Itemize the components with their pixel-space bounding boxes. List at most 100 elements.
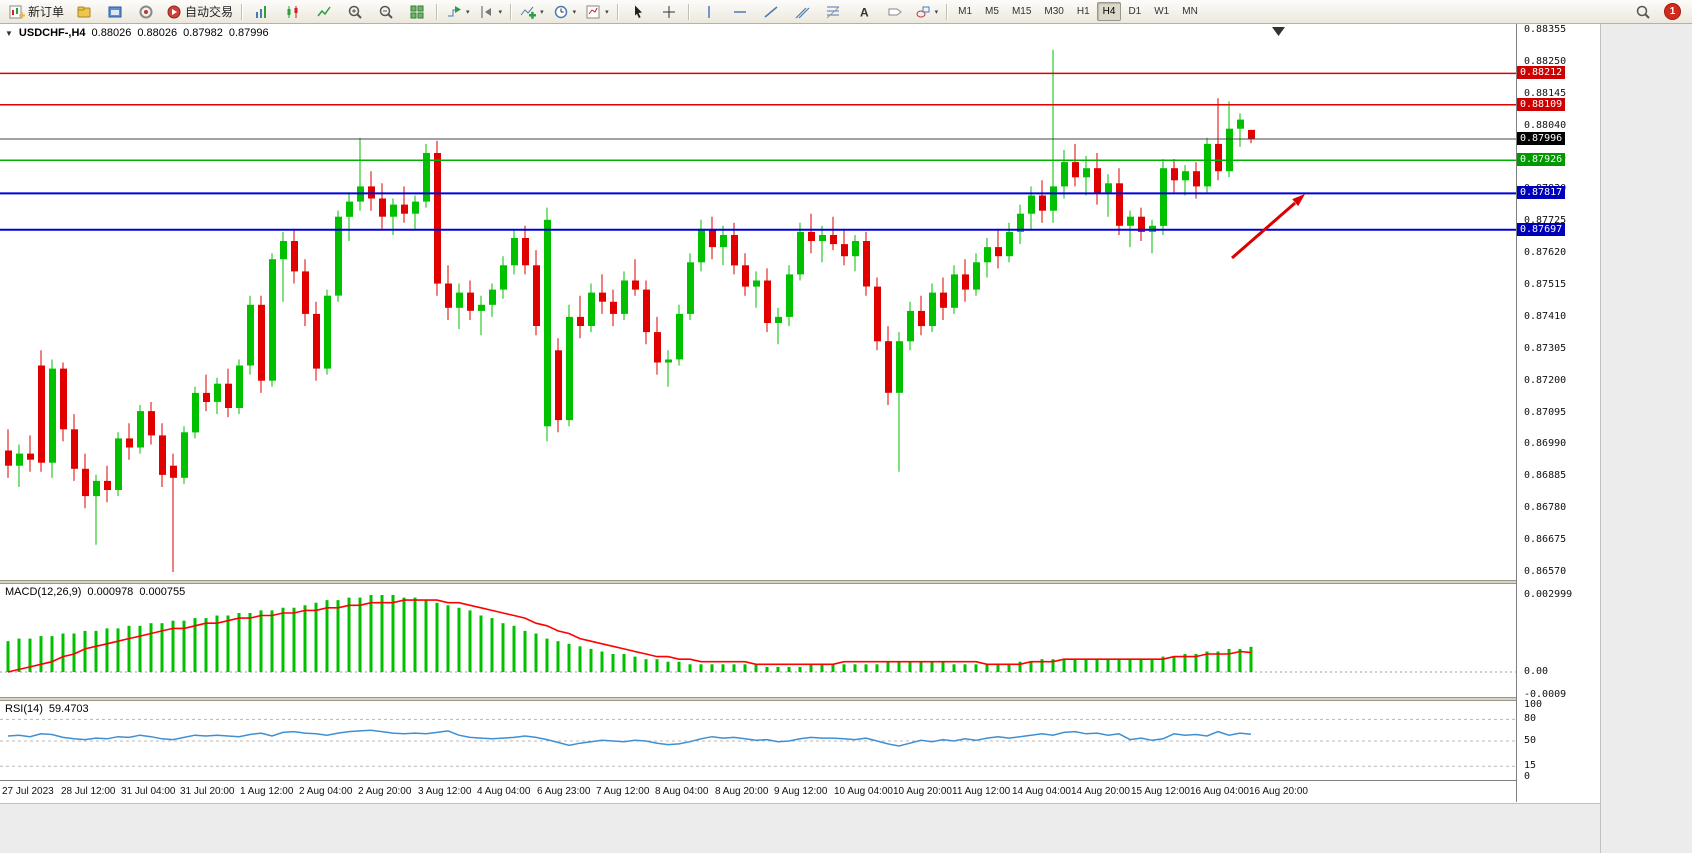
price-tag: 0.87817 [1517, 186, 1566, 199]
candle-body [951, 274, 958, 308]
candle-body [1204, 143, 1211, 187]
crosshair-tool-button[interactable] [654, 1, 684, 23]
profiles-icon [77, 6, 91, 17]
rsi-scale-label: 15 [1524, 760, 1537, 771]
template-icon [586, 5, 600, 18]
candle-body [324, 295, 331, 369]
price-scale-label: 0.86780 [1524, 502, 1567, 513]
search-button[interactable] [1628, 1, 1658, 23]
macd-chart-canvas[interactable] [0, 584, 1516, 697]
tile-windows-button[interactable] [402, 1, 432, 23]
timeframe-h1[interactable]: H1 [1076, 6, 1090, 17]
indicators-button[interactable]: ▾ [516, 1, 548, 23]
auto-scroll-button[interactable]: ▾ [442, 1, 474, 23]
toolbar-separator [946, 3, 949, 20]
periods-button[interactable]: ▾ [549, 1, 581, 23]
timeframe-h4[interactable]: H4 [1096, 2, 1122, 21]
vertical-line-tool-button[interactable] [694, 1, 724, 23]
time-axis[interactable]: 27 Jul 2023 28 Jul 12:00 31 Jul 04:00 31 Ju… [0, 780, 1600, 803]
profiles-button[interactable] [69, 1, 99, 23]
time-label: 28 Jul 12:00 [61, 786, 116, 797]
line-chart-button[interactable] [309, 1, 339, 23]
cursor-icon [634, 5, 642, 18]
candle-body [236, 365, 243, 408]
candle-body [742, 265, 749, 287]
trend-arrow-head[interactable] [1292, 194, 1305, 207]
trendline-tool-button[interactable] [756, 1, 786, 23]
toolbar-separator [687, 3, 690, 20]
pane-separator[interactable] [0, 697, 1600, 701]
time-label: 8 Aug 04:00 [655, 786, 709, 797]
horizontal-line-tool-button[interactable] [725, 1, 755, 23]
chart-shift-button[interactable]: ▾ [475, 1, 507, 23]
candle-body [577, 316, 584, 326]
rsi-name: RSI(14) [5, 703, 43, 715]
market-watch-button[interactable] [100, 1, 130, 23]
timeframe-w1[interactable]: W1 [1154, 6, 1170, 17]
notification-badge[interactable]: 1 [1664, 3, 1681, 20]
tile-windows-icon [410, 5, 424, 18]
candlestick-chart-canvas[interactable] [0, 24, 1516, 580]
bar-chart-button[interactable] [247, 1, 277, 23]
timeframe-d1[interactable]: D1 [1128, 6, 1142, 17]
trend-arrow-shaft[interactable] [1231, 201, 1296, 260]
time-label: 9 Aug 12:00 [774, 786, 828, 797]
candle-body [687, 262, 694, 314]
candle-body [764, 280, 771, 323]
toolbar-separator [436, 3, 439, 20]
candle-body [16, 453, 23, 466]
timeframe-mn[interactable]: MN [1182, 6, 1198, 17]
candlestick-chart-button[interactable] [278, 1, 308, 23]
zoom-out-button[interactable] [371, 1, 401, 23]
collapse-triangle-icon[interactable]: ▼ [5, 28, 13, 38]
candle-body [104, 480, 111, 490]
price-chart-pane[interactable]: ▼ USDCHF-,H4 0.88026 0.88026 0.87982 0.8… [0, 24, 1516, 580]
time-label: 7 Aug 12:00 [596, 786, 650, 797]
new-order-icon [9, 5, 25, 18]
candle-body [918, 310, 925, 327]
autotrading-button[interactable]: 自动交易 [162, 1, 237, 23]
candle-body [27, 453, 34, 460]
candle-body [621, 280, 628, 314]
candle-body [60, 368, 67, 430]
price-scale-label: 0.86675 [1524, 534, 1567, 545]
cursor-tool-button[interactable] [623, 1, 653, 23]
candle-body [313, 313, 320, 369]
chart-shift-marker[interactable] [1272, 27, 1285, 36]
rsi-scale-label: 80 [1524, 713, 1537, 724]
candle-body [434, 153, 441, 284]
macd-indicator-pane[interactable]: MACD(12,26,9) 0.000978 0.000755 [0, 584, 1516, 697]
templates-button[interactable]: ▾ [581, 1, 613, 23]
dropdown-caret-icon: ▾ [934, 8, 939, 16]
macd-value-signal: 0.000755 [139, 586, 186, 598]
time-label: 10 Aug 20:00 [893, 786, 952, 797]
rsi-chart-canvas[interactable] [0, 701, 1516, 780]
pane-separator[interactable] [0, 580, 1600, 584]
fibonacci-tool-button[interactable] [818, 1, 848, 23]
zoom-in-button[interactable] [340, 1, 370, 23]
sound-button[interactable] [131, 1, 161, 23]
candle-body [896, 341, 903, 393]
new-order-button[interactable]: 新订单 [5, 1, 68, 23]
candle-body [995, 247, 1002, 257]
candle-body [544, 219, 551, 427]
candle-body [82, 468, 89, 497]
candle-body [1028, 195, 1035, 214]
price-axis[interactable]: 0.883550.882500.881450.880400.879350.878… [1516, 24, 1601, 802]
timeframe-m1[interactable]: M1 [958, 6, 973, 17]
timeframe-m5[interactable]: M5 [985, 6, 999, 17]
shapes-tool-button[interactable]: ▾ [911, 1, 943, 23]
candle-body [731, 235, 738, 266]
channel-tool-button[interactable] [787, 1, 817, 23]
label-tool-button[interactable] [880, 1, 910, 23]
price-scale-label: 0.87200 [1524, 375, 1567, 386]
candle-body [511, 238, 518, 266]
timeframe-m15[interactable]: M15 [1011, 6, 1032, 17]
text-tool-button[interactable]: A [849, 1, 879, 23]
timeframe-m30[interactable]: M30 [1044, 6, 1064, 17]
time-label: 8 Aug 20:00 [715, 786, 769, 797]
rsi-indicator-pane[interactable]: RSI(14) 59.4703 [0, 701, 1516, 780]
price-tag: 0.87697 [1517, 223, 1566, 236]
candle-body [984, 247, 991, 263]
